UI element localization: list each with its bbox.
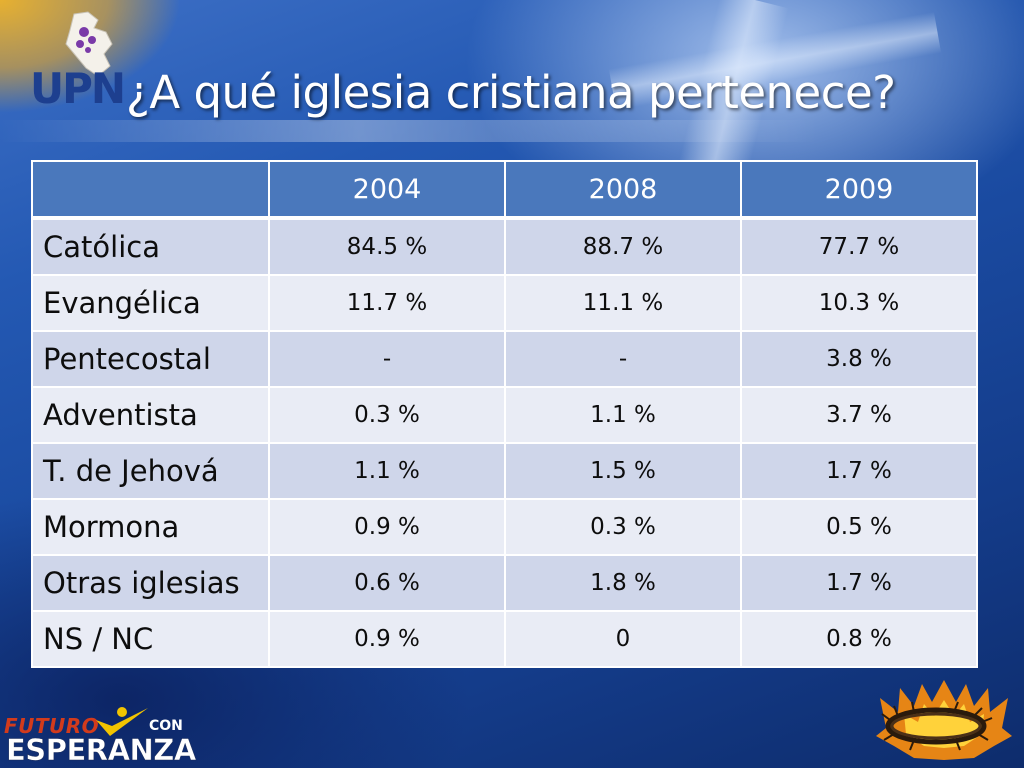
table-cell: 0.8 % — [740, 610, 978, 668]
column-header-2009: 2009 — [740, 160, 978, 220]
light-band — [0, 120, 1024, 142]
table-cell: 3.7 % — [740, 386, 978, 444]
table-cell: 1.7 % — [740, 442, 978, 500]
table-cell: 1.5 % — [504, 442, 742, 500]
row-label: Adventista — [31, 386, 270, 444]
row-label: Mormona — [31, 498, 270, 556]
table-row: Pentecostal - - 3.8 % — [31, 330, 978, 388]
table-header-row: 2004 2008 2009 — [31, 160, 978, 220]
peru-map-icon — [65, 11, 113, 77]
upn-logo-text: UPN — [30, 64, 126, 113]
column-header-2004: 2004 — [268, 160, 506, 220]
table-cell: - — [504, 330, 742, 388]
table-cell: - — [268, 330, 506, 388]
table-cell: 0.9 % — [268, 610, 506, 668]
row-label: NS / NC — [31, 610, 270, 668]
futuro-con-esperanza-logo: FUTURO CON ESPERANZA — [4, 706, 197, 768]
slide-title: ¿A qué iglesia cristiana pertenece? — [126, 66, 896, 119]
row-label: Otras iglesias — [31, 554, 270, 612]
table-cell: 1.1 % — [504, 386, 742, 444]
row-label: Evangélica — [31, 274, 270, 332]
table-cell: 11.1 % — [504, 274, 742, 332]
table-cell: 84.5 % — [268, 217, 506, 276]
upn-logo: UPN — [14, 6, 126, 113]
table-cell: 3.8 % — [740, 330, 978, 388]
row-label: Católica — [31, 217, 270, 276]
table-cell: 0.6 % — [268, 554, 506, 612]
table-cell: 1.1 % — [268, 442, 506, 500]
table-cell: 10.3 % — [740, 274, 978, 332]
corner-header — [31, 160, 270, 220]
table-cell: 0.5 % — [740, 498, 978, 556]
table-cell: 1.7 % — [740, 554, 978, 612]
logo-word-esperanza: ESPERANZA — [6, 733, 197, 768]
religion-table: 2004 2008 2009 Católica 84.5 % 88.7 % 77… — [31, 160, 978, 668]
table-cell: 1.8 % — [504, 554, 742, 612]
table-cell: 0.3 % — [268, 386, 506, 444]
table-row: Adventista 0.3 % 1.1 % 3.7 % — [31, 386, 978, 444]
table-cell: 88.7 % — [504, 217, 742, 276]
table-cell: 0.9 % — [268, 498, 506, 556]
table-cell: 0.3 % — [504, 498, 742, 556]
table-row: Mormona 0.9 % 0.3 % 0.5 % — [31, 498, 978, 556]
table-cell: 11.7 % — [268, 274, 506, 332]
table-cell: 77.7 % — [740, 217, 978, 276]
table-row: Católica 84.5 % 88.7 % 77.7 % — [31, 217, 978, 276]
row-label: T. de Jehová — [31, 442, 270, 500]
row-label: Pentecostal — [31, 330, 270, 388]
column-header-2008: 2008 — [504, 160, 742, 220]
table-cell: 0 — [504, 610, 742, 668]
gold-corner-glow — [0, 0, 260, 140]
logo-word-con: CON — [149, 718, 183, 734]
check-person-icon — [96, 707, 148, 736]
table-row: NS / NC 0.9 % 0 0.8 % — [31, 610, 978, 668]
table-row: Evangélica 11.7 % 11.1 % 10.3 % — [31, 274, 978, 332]
table-row: T. de Jehová 1.1 % 1.5 % 1.7 % — [31, 442, 978, 500]
crown-of-thorns-flames-icon — [876, 680, 1012, 760]
logo-word-futuro: FUTURO — [4, 714, 100, 738]
table-row: Otras iglesias 0.6 % 1.8 % 1.7 % — [31, 554, 978, 612]
